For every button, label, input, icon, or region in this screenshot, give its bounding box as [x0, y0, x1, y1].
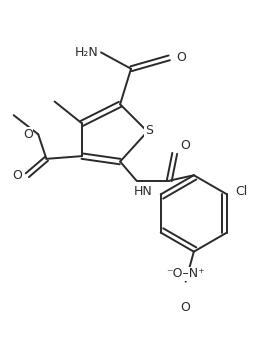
Text: Cl: Cl: [235, 185, 247, 198]
Text: O: O: [180, 139, 190, 152]
Text: HN: HN: [134, 185, 153, 198]
Text: H₂N: H₂N: [75, 46, 98, 59]
Text: O: O: [181, 301, 191, 314]
Text: ⁻O–N⁺: ⁻O–N⁺: [166, 267, 205, 280]
Text: O: O: [176, 51, 186, 64]
Text: O: O: [23, 128, 33, 141]
Text: O: O: [12, 169, 22, 182]
Text: S: S: [145, 124, 153, 137]
